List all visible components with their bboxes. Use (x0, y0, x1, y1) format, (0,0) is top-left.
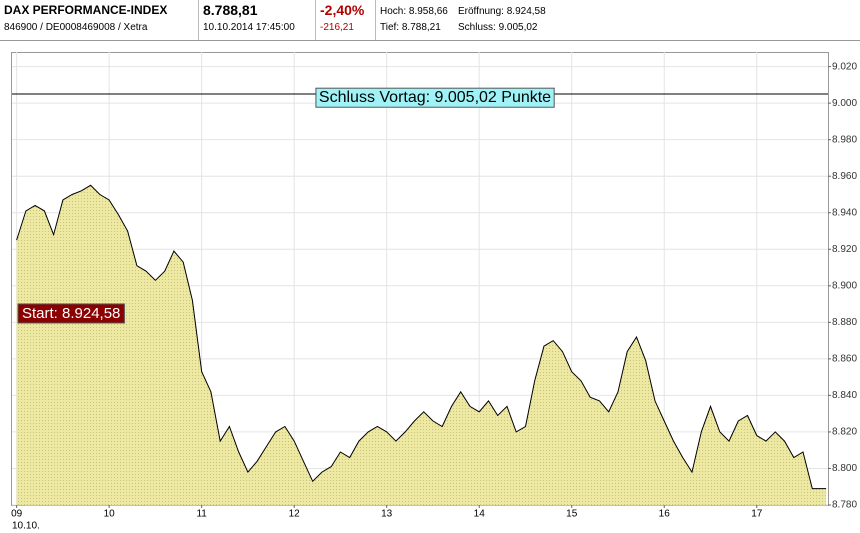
y-tick-label: 8.900 (832, 280, 857, 291)
y-tick-label: 8.860 (832, 354, 857, 365)
separator (315, 0, 316, 40)
y-tick-label: 9.000 (832, 98, 857, 109)
y-tick-label: 8.940 (832, 207, 857, 218)
x-tick-label: 16 (659, 509, 671, 520)
x-tick-label: 12 (289, 509, 301, 520)
high: Hoch: 8.958,66 (380, 6, 448, 17)
quote-header: DAX PERFORMANCE-INDEX 846900 / DE0008469… (0, 0, 860, 41)
area-fill (16, 185, 827, 506)
instrument-id: 846900 / DE0008469008 / Xetra (4, 22, 148, 33)
change-abs: -216,21 (320, 22, 354, 33)
x-tick-label: 13 (381, 509, 393, 520)
y-tick-label: 8.840 (832, 390, 857, 401)
x-tick-label: 11 (196, 509, 207, 520)
y-tick-label: 8.920 (832, 244, 857, 255)
change-pct: -2,40% (320, 2, 365, 18)
date-label: 10.10. (12, 521, 40, 532)
open: Eröffnung: 8.924,58 (458, 6, 546, 17)
y-tick-label: 8.820 (832, 427, 857, 438)
title: DAX PERFORMANCE-INDEX (4, 3, 168, 17)
start-annotation-box (17, 303, 125, 324)
datetime: 10.10.2014 17:45:00 (203, 22, 295, 33)
y-tick-label: 8.880 (832, 317, 857, 328)
separator (375, 0, 376, 40)
y-tick-label: 8.800 (832, 463, 857, 474)
x-tick-label: 09 (11, 509, 23, 520)
y-tick-label: 8.780 (832, 500, 857, 511)
reference-label: Schluss Vortag: 9.005,02 Punkte (319, 89, 551, 106)
y-tick-label: 8.980 (832, 134, 857, 145)
x-tick-label: 14 (474, 509, 486, 520)
x-tick-label: 17 (751, 509, 763, 520)
low: Tief: 8.788,21 (380, 22, 441, 33)
start-annotation: Start: 8.924,58 (22, 305, 120, 322)
x-tick-label: 15 (566, 509, 578, 520)
price-line (16, 184, 827, 490)
reference-label-box (315, 87, 555, 108)
separator (198, 0, 199, 40)
close: Schluss: 9.005,02 (458, 22, 538, 33)
y-tick-label: 9.020 (832, 61, 857, 72)
price: 8.788,81 (203, 2, 258, 18)
y-tick-label: 8.960 (832, 171, 857, 182)
x-tick-label: 10 (104, 509, 116, 520)
